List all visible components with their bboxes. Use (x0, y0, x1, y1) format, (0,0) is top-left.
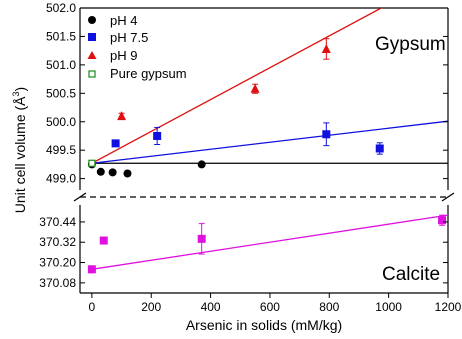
y-axis-label-main: Unit cell volume (Å (12, 96, 28, 213)
legend-label-ph75: pH 7.5 (110, 30, 148, 45)
data-point-ph-9-1 (250, 83, 260, 93)
x-tick-label-3: 600 (260, 300, 280, 314)
legend-marker-ph4 (88, 16, 96, 24)
data-point-ph-7-5-0 (111, 139, 120, 148)
data-point-pure-gypsum-0 (88, 159, 96, 167)
x-axis-label: Arsenic in solids (mM/kg) (186, 317, 342, 333)
y-axis-label: Unit cell volume (Å3) (11, 87, 28, 213)
data-point-ph-7-5-2 (322, 130, 331, 139)
calcite-annotation: Calcite (382, 264, 440, 285)
data-point-calcite-1 (99, 236, 108, 245)
fit-line-top-1 (91, 120, 448, 164)
data-point-ph-4-2 (108, 168, 117, 177)
y-tick-label-bottom-3: 370.44 (39, 215, 76, 229)
legend-label-ph9: pH 9 (110, 48, 137, 63)
axis-break (73, 192, 455, 202)
y-tick-label-top-5: 501.5 (46, 29, 76, 43)
legend-marker-ph75 (88, 33, 96, 41)
y-tick-label-bottom-2: 370.32 (39, 235, 76, 249)
x-tick-label-6: 1200 (435, 300, 462, 314)
legend-marker-pure-gypsum (88, 70, 96, 78)
data-point-calcite-3 (438, 216, 447, 225)
x-tick-label-1: 200 (141, 300, 161, 314)
x-tick-label-0: 0 (89, 300, 96, 314)
x-tick-label-5: 1000 (375, 300, 402, 314)
legend-label-ph4: pH 4 (110, 13, 137, 28)
data-point-ph-7-5-3 (375, 144, 384, 153)
data-point-ph-4-1 (96, 167, 105, 176)
y-axis-label-sup: 3 (11, 91, 21, 96)
legend: pH 4 pH 7.5 pH 9 Pure gypsum (87, 13, 187, 81)
y-tick-label-top-2: 500.0 (46, 115, 76, 129)
x-tick-label-4: 800 (319, 300, 339, 314)
y-tick-label-bottom-1: 370.20 (39, 256, 76, 270)
y-axis-label-end: ) (12, 87, 28, 92)
legend-marker-ph9 (87, 51, 97, 59)
y-tick-label-top-4: 501.0 (46, 58, 76, 72)
plot-frame (79, 7, 449, 294)
fit-line-top-2 (91, 8, 383, 164)
data-point-calcite-0 (87, 265, 96, 274)
y-tick-label-bottom-0: 370.08 (39, 276, 76, 290)
data-point-ph-4-3 (123, 169, 132, 178)
data-point-ph-9-0 (117, 111, 127, 121)
data-point-ph-9-2 (321, 43, 331, 53)
fit-line-bottom-0 (91, 214, 448, 270)
gypsum-annotation: Gypsum (375, 34, 446, 55)
y-tick-label-top-6: 502.0 (46, 1, 76, 15)
data-point-ph-7-5-1 (153, 131, 162, 140)
legend-label-pure-gypsum: Pure gypsum (110, 66, 187, 81)
y-tick-label-top-3: 500.5 (46, 86, 76, 100)
data-point-ph-4-4 (197, 160, 206, 169)
y-tick-label-top-1: 499.5 (46, 143, 76, 157)
x-tick-label-2: 400 (201, 300, 221, 314)
data-point-calcite-2 (197, 234, 206, 243)
y-tick-label-top-0: 499.0 (46, 172, 76, 186)
